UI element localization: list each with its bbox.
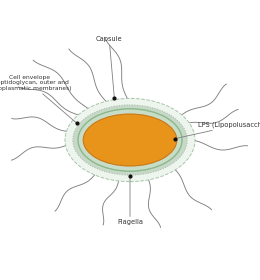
Ellipse shape [65,98,195,182]
Ellipse shape [83,114,177,166]
Text: LPS (Lipopolusaccharide): LPS (Lipopolusaccharide) [175,121,260,139]
Text: Flagella: Flagella [117,176,143,225]
Ellipse shape [73,105,187,175]
Text: Capsule: Capsule [96,36,122,98]
Ellipse shape [78,109,182,171]
Text: Cell envelope
(Peptidoglycan, outer and
cytoplasmatic membranes): Cell envelope (Peptidoglycan, outer and … [0,74,77,123]
